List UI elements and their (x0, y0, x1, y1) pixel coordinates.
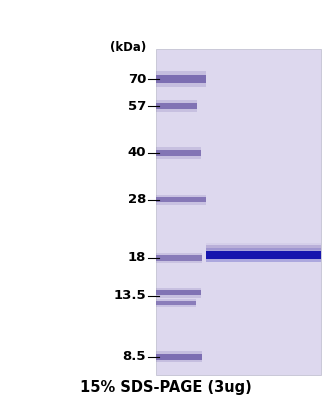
Text: 28: 28 (128, 193, 146, 206)
Bar (156, 71, 206, 88)
Text: 57: 57 (128, 100, 146, 113)
Text: 8.5: 8.5 (123, 350, 146, 363)
Bar (206, 243, 321, 252)
Bar (156, 100, 197, 112)
Text: 40: 40 (128, 146, 146, 160)
Bar (156, 298, 196, 307)
Bar (156, 255, 202, 260)
Bar (206, 252, 321, 259)
Bar (156, 195, 206, 205)
Bar (156, 147, 201, 159)
Text: 13.5: 13.5 (114, 289, 146, 302)
Bar (156, 301, 196, 305)
Bar (156, 104, 197, 109)
Bar (156, 150, 201, 156)
Bar (156, 75, 206, 84)
Bar (156, 197, 206, 202)
Bar (206, 245, 321, 250)
Bar (206, 248, 321, 262)
Text: 18: 18 (128, 252, 146, 264)
Bar (156, 351, 202, 362)
Bar (156, 288, 201, 298)
Bar (156, 354, 202, 360)
Bar (156, 253, 202, 263)
Text: 70: 70 (128, 73, 146, 86)
Bar (156, 290, 201, 295)
Text: 15% SDS-PAGE (3ug): 15% SDS-PAGE (3ug) (80, 380, 252, 395)
Text: (kDa): (kDa) (110, 40, 146, 54)
